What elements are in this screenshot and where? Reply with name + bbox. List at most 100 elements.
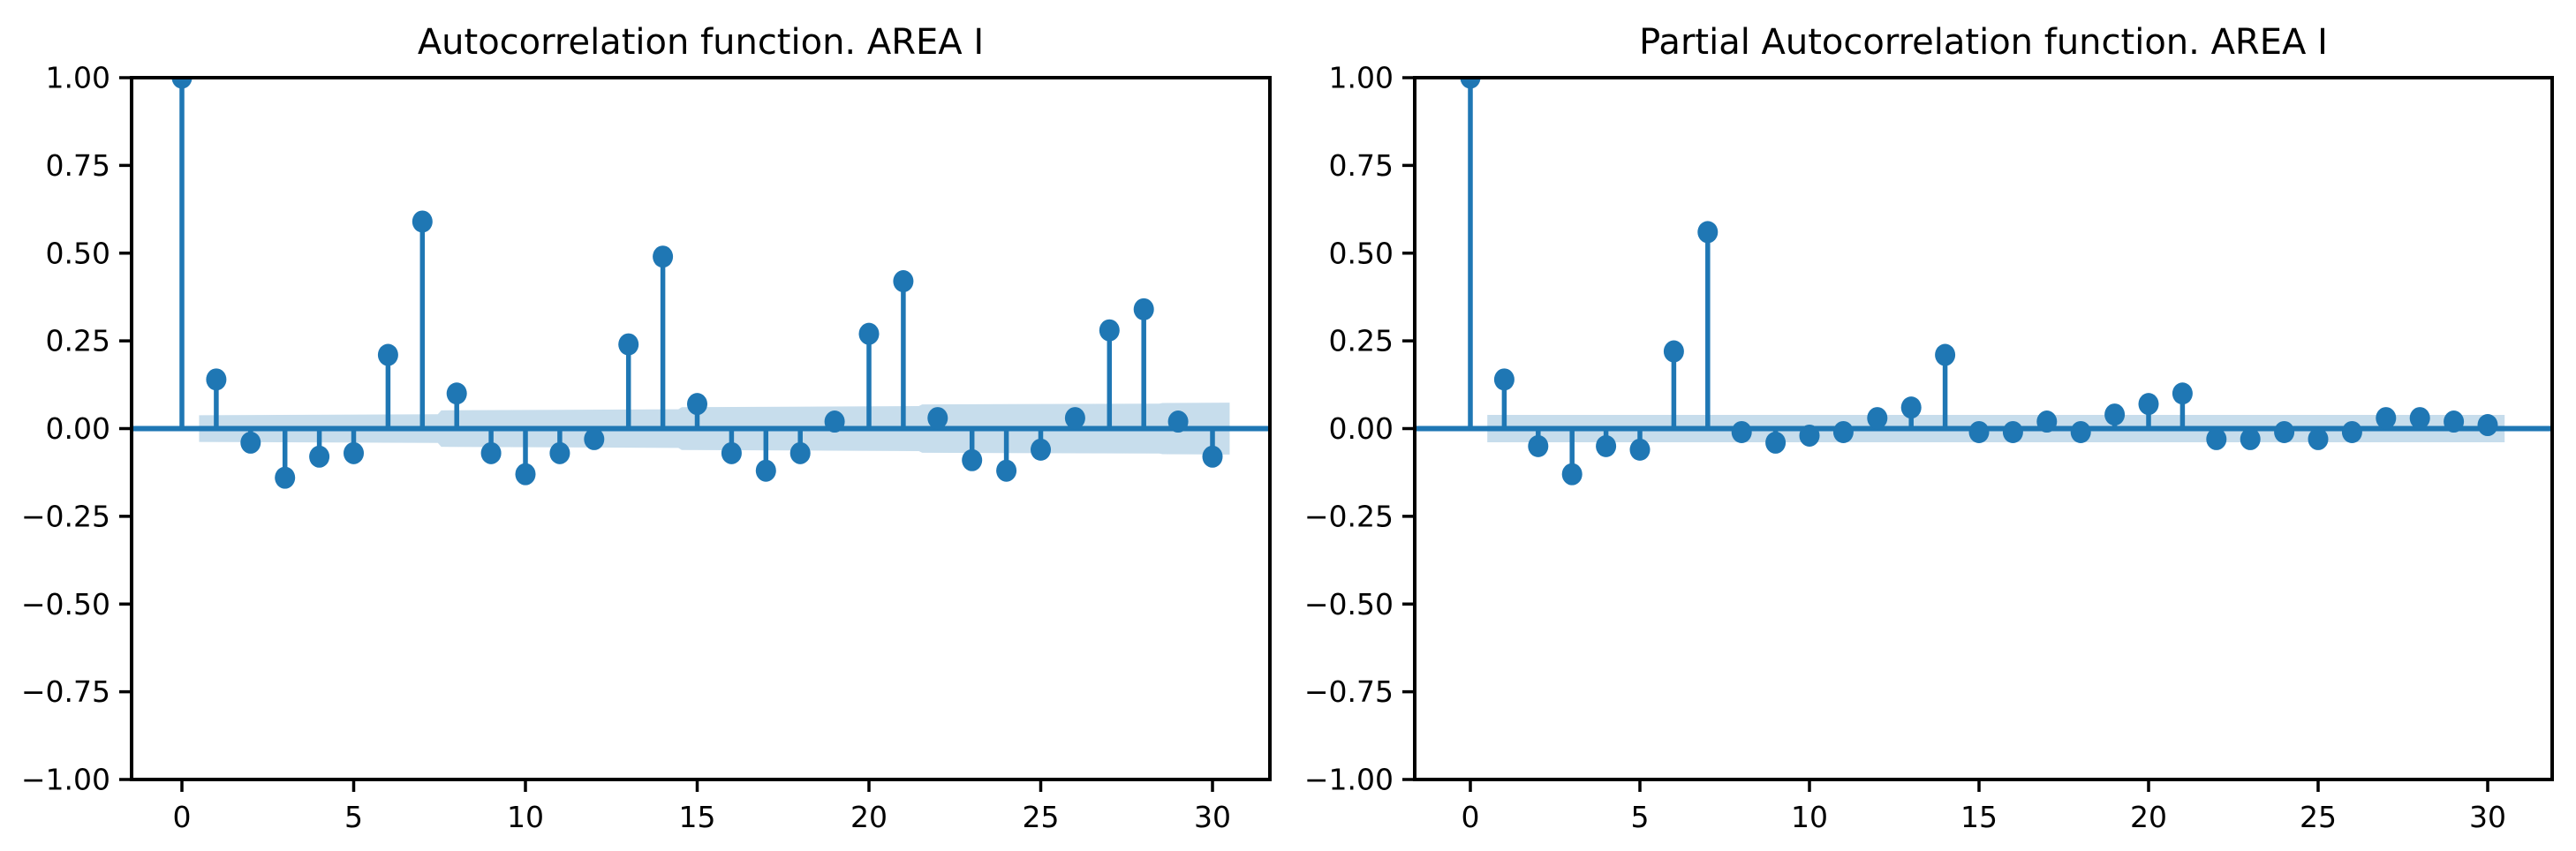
acf-data-point-marker: [344, 441, 364, 464]
pacf-data-point-marker: [2104, 403, 2126, 426]
acf-y-tick-label: −0.25: [21, 499, 110, 533]
acf-data-point-marker: [377, 343, 398, 366]
pacf-data-point-marker: [1561, 463, 1583, 486]
acf-chart-title: Autocorrelation function. AREA I: [417, 22, 985, 63]
acf-y-tick-label: −0.75: [21, 674, 110, 709]
pacf-y-tick-label: −0.50: [1304, 587, 1394, 621]
pacf-data-point-marker: [2206, 427, 2227, 450]
acf-y-tick-label: 1.00: [46, 61, 110, 95]
acf-y-tick-label: 0.50: [46, 236, 110, 270]
acf-x-tick-label: 10: [507, 800, 544, 834]
pacf-x-tick-label: 15: [1960, 800, 1998, 834]
pacf-y-tick-label: −1.00: [1304, 763, 1394, 797]
acf-data-point-marker: [618, 333, 639, 356]
acf-x-tick-label: 0: [173, 800, 192, 834]
acf-data-point-marker: [721, 441, 742, 464]
pacf-data-point-marker: [2341, 420, 2362, 443]
pacf-x-tick-label: 10: [1791, 800, 1828, 834]
acf-x-tick-label: 25: [1023, 800, 1060, 834]
acf-y-tick-label: −0.50: [21, 587, 110, 621]
acf-data-point-marker: [275, 466, 296, 489]
pacf-data-point-marker: [1663, 340, 1684, 363]
pacf-data-point-marker: [2444, 410, 2465, 433]
acf-data-point-marker: [927, 407, 948, 430]
acf-x-tick-label: 30: [1194, 800, 1231, 834]
acf-data-point-marker: [893, 270, 914, 293]
pacf-data-point-marker: [2002, 420, 2023, 443]
acf-x-tick-label: 20: [850, 800, 888, 834]
acf-data-point-marker: [206, 368, 227, 391]
pacf-data-point-marker: [1968, 420, 1990, 443]
pacf-y-tick-label: 0.75: [1329, 148, 1394, 183]
acf-data-point-marker: [653, 245, 674, 268]
acf-data-point-marker: [171, 78, 193, 89]
pacf-chart-title: Partial Autocorrelation function. AREA I: [1639, 22, 2328, 63]
pacf-data-point-marker: [2376, 407, 2397, 430]
pacf-y-tick-label: 0.50: [1329, 236, 1394, 270]
acf-data-point-marker: [309, 445, 330, 468]
acf-data-point-marker: [240, 431, 261, 454]
pacf-data-point-marker: [1832, 420, 1854, 443]
acf-data-point-marker: [412, 210, 433, 233]
pacf-data-point-marker: [1731, 420, 1752, 443]
acf-data-point-marker: [962, 448, 983, 471]
pacf-y-tick-label: 1.00: [1329, 61, 1394, 95]
acf-y-tick-label: 0.75: [46, 148, 110, 183]
acf-data-point-marker: [1031, 438, 1051, 461]
acf-y-tick-label: 0.25: [46, 324, 110, 358]
acf-data-point-marker: [687, 393, 707, 416]
acf-data-point-marker: [549, 441, 570, 464]
pacf-data-point-marker: [1900, 396, 1922, 419]
pacf-data-point-marker: [2240, 427, 2261, 450]
pacf-data-point-marker: [2070, 420, 2091, 443]
acf-x-tick-label: 15: [679, 800, 716, 834]
pacf-data-point-marker: [2138, 393, 2159, 416]
pacf-y-tick-label: 0.00: [1329, 411, 1394, 446]
pacf-data-point-marker: [1799, 424, 1820, 447]
pacf-x-tick-label: 5: [1631, 800, 1650, 834]
acf-data-point-marker: [480, 441, 502, 464]
pacf-y-tick-label: −0.25: [1304, 499, 1394, 533]
pacf-y-tick-label: 0.25: [1329, 324, 1394, 358]
acf-data-point-marker: [858, 322, 880, 345]
pacf-data-point-marker: [2274, 420, 2295, 443]
pacf-data-point-marker: [1765, 431, 1787, 454]
pacf-plot-area: [1415, 78, 2552, 486]
pacf-x-tick-label: 20: [2130, 800, 2167, 834]
pacf-data-point-marker: [2172, 382, 2193, 405]
pacf-data-point-marker: [1629, 438, 1651, 461]
pacf-y-tick-label: −0.75: [1304, 674, 1394, 709]
acf-data-point-marker: [584, 427, 605, 450]
pacf-data-point-marker: [2477, 414, 2498, 437]
pacf-data-point-marker: [1460, 78, 1481, 89]
pacf-data-point-marker: [1697, 221, 1719, 244]
acf-data-point-marker: [755, 459, 776, 482]
pacf-x-tick-label: 0: [1462, 800, 1480, 834]
acf-data-point-marker: [1167, 410, 1189, 433]
pacf-x-tick-label: 25: [2300, 800, 2337, 834]
pacf-data-point-marker: [1596, 434, 1617, 457]
pacf-data-point-marker: [2308, 427, 2329, 450]
acf-data-point-marker: [789, 441, 811, 464]
pacf-data-point-marker: [2409, 407, 2430, 430]
acf-plot-area: [132, 78, 1270, 489]
pacf-data-point-marker: [1493, 368, 1515, 391]
acf-data-point-marker: [515, 463, 536, 486]
acf-data-point-marker: [1202, 445, 1223, 468]
acf-data-point-marker: [996, 459, 1017, 482]
acf-x-tick-label: 5: [344, 800, 363, 834]
pacf-data-point-marker: [2036, 410, 2058, 433]
acf-data-point-marker: [446, 382, 467, 405]
pacf-x-tick-label: 30: [2469, 800, 2506, 834]
acf-data-point-marker: [1064, 407, 1085, 430]
pacf-data-point-marker: [1867, 407, 1888, 430]
pacf-data-point-marker: [1935, 343, 1956, 366]
pacf-data-point-marker: [1528, 434, 1549, 457]
acf-data-point-marker: [824, 410, 845, 433]
acf-y-tick-label: −1.00: [21, 763, 110, 797]
acf-y-tick-label: 0.00: [46, 411, 110, 446]
acf-data-point-marker: [1099, 319, 1120, 342]
acf-data-point-marker: [1133, 297, 1154, 320]
